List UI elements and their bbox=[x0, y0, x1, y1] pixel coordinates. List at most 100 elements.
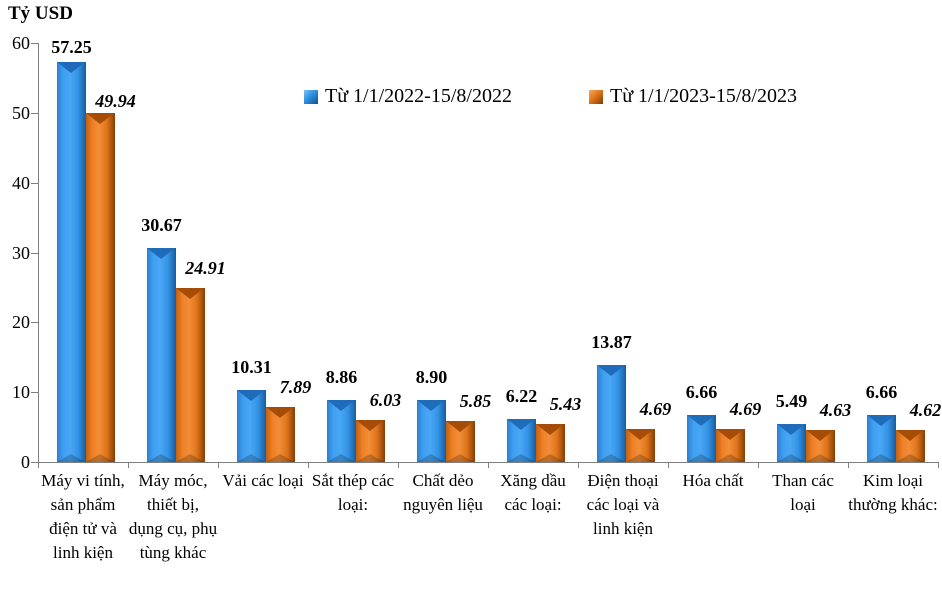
x-tick bbox=[398, 462, 399, 468]
x-tick bbox=[308, 462, 309, 468]
bar-bottom-bevel bbox=[446, 453, 474, 462]
bar-top-bevel bbox=[147, 247, 175, 259]
chart-title: Tỷ USD bbox=[8, 3, 73, 24]
bar-bottom-bevel bbox=[867, 453, 895, 462]
bar-2022 bbox=[417, 399, 446, 462]
bar-bottom-bevel bbox=[896, 453, 924, 462]
value-label-2023: 7.89 bbox=[279, 376, 312, 397]
y-tick-label: 10 bbox=[12, 382, 30, 403]
value-label-2022: 57.25 bbox=[51, 37, 92, 58]
bar-bottom-bevel bbox=[536, 453, 564, 462]
bar-top-bevel bbox=[867, 415, 895, 427]
bar-2023 bbox=[86, 113, 115, 462]
legend-label-2022: Từ 1/1/2022-15/8/2022 bbox=[325, 85, 512, 107]
bar-2023 bbox=[536, 424, 565, 462]
value-label-2022: 30.67 bbox=[141, 214, 182, 235]
category-label: Chất dẻo nguyên liệu bbox=[403, 471, 483, 514]
bar-2023 bbox=[626, 429, 655, 462]
bar-bottom-bevel bbox=[716, 453, 744, 462]
bar-top-bevel bbox=[896, 429, 924, 441]
value-label-2023: 49.94 bbox=[95, 91, 136, 112]
bar-bottom-bevel bbox=[417, 453, 445, 462]
bar-2023 bbox=[356, 419, 385, 462]
bar-top-bevel bbox=[356, 419, 384, 431]
x-tick bbox=[938, 462, 939, 468]
category-label: Máy vi tính, sản phẩm điện tử và linh ki… bbox=[41, 471, 125, 562]
y-tick-label: 0 bbox=[21, 452, 30, 472]
bar-top-bevel bbox=[806, 429, 834, 441]
category-label: Điện thoại các loại và linh kiện bbox=[586, 471, 660, 538]
value-label-2023: 5.43 bbox=[549, 394, 582, 415]
y-tick bbox=[31, 392, 38, 394]
bar-bottom-bevel bbox=[687, 453, 715, 462]
value-label-2022: 13.87 bbox=[591, 332, 632, 353]
x-tick bbox=[578, 462, 579, 468]
y-tick bbox=[31, 462, 38, 463]
value-label-2022: 8.86 bbox=[325, 367, 358, 388]
bar-top-bevel bbox=[417, 399, 445, 411]
bar-2022 bbox=[777, 423, 806, 462]
bar-bottom-bevel bbox=[266, 453, 294, 462]
bar-bottom-bevel bbox=[86, 453, 114, 462]
bar-top-bevel bbox=[266, 406, 294, 418]
y-tick bbox=[31, 182, 38, 184]
category-label: Sắt thép các loại: bbox=[311, 471, 395, 514]
value-label-2022: 6.66 bbox=[685, 382, 718, 403]
bar-bottom-bevel bbox=[237, 453, 265, 462]
bar-top-bevel bbox=[687, 415, 715, 427]
bar-bottom-bevel bbox=[806, 453, 834, 462]
x-tick bbox=[758, 462, 759, 468]
value-label-2022: 6.22 bbox=[505, 385, 538, 406]
y-tick-label: 20 bbox=[12, 312, 30, 333]
bar-top-bevel bbox=[507, 418, 535, 430]
y-axis bbox=[38, 43, 39, 462]
bar-2022 bbox=[237, 390, 266, 462]
legend-swatch-orange bbox=[589, 89, 603, 104]
x-tick bbox=[128, 462, 129, 468]
category-label: Hóa chất bbox=[682, 471, 744, 490]
bar-top-bevel bbox=[777, 423, 805, 435]
bar-bottom-bevel bbox=[597, 453, 625, 462]
value-label-2023: 24.91 bbox=[185, 258, 226, 279]
bar-2022 bbox=[867, 415, 896, 462]
bar-bottom-bevel bbox=[176, 453, 204, 462]
value-label-2022: 6.66 bbox=[865, 382, 898, 403]
bar-top-bevel bbox=[176, 288, 204, 300]
bar-top-bevel bbox=[57, 62, 85, 74]
y-tick-label: 40 bbox=[12, 172, 30, 193]
bar-bottom-bevel bbox=[147, 453, 175, 462]
bar-2022 bbox=[147, 247, 176, 462]
category-label: Than các loại bbox=[772, 471, 834, 514]
bar-2023 bbox=[716, 429, 745, 462]
value-label-2022: 10.31 bbox=[231, 357, 272, 377]
value-label-2023: 4.62 bbox=[909, 399, 942, 420]
x-tick bbox=[848, 462, 849, 468]
bar-bottom-bevel bbox=[777, 453, 805, 462]
category-label: Kim loại thường khác: bbox=[848, 471, 938, 514]
value-label-2022: 5.49 bbox=[775, 390, 808, 411]
bar-2022 bbox=[327, 400, 356, 462]
bar-2022 bbox=[597, 365, 626, 462]
bar-2023 bbox=[896, 429, 925, 462]
category-label: Máy móc, thiết bị, dụng cụ, phụ tùng khá… bbox=[128, 471, 218, 562]
value-label-2023: 6.03 bbox=[369, 389, 402, 410]
x-tick bbox=[668, 462, 669, 468]
bar-top-bevel bbox=[86, 113, 114, 125]
x-tick bbox=[218, 462, 219, 468]
bar-top-bevel bbox=[237, 390, 265, 401]
bar-top-bevel bbox=[597, 365, 625, 377]
legend-item-2022: Từ 1/1/2022-15/8/2022 bbox=[304, 85, 512, 108]
value-label-2023: 5.85 bbox=[459, 391, 492, 412]
category-label: Xăng dầu các loại: bbox=[500, 471, 566, 514]
y-tick bbox=[31, 43, 38, 44]
value-label-2022: 8.90 bbox=[415, 366, 448, 387]
y-tick bbox=[31, 252, 38, 254]
x-tick bbox=[38, 462, 39, 468]
legend-label-2023: Từ 1/1/2023-15/8/2023 bbox=[610, 85, 797, 107]
value-label-2023: 4.69 bbox=[639, 399, 672, 420]
bar-top-bevel bbox=[716, 429, 744, 441]
bar-bottom-bevel bbox=[57, 453, 85, 462]
bar-2022 bbox=[687, 415, 716, 462]
bar-2023 bbox=[806, 429, 835, 462]
